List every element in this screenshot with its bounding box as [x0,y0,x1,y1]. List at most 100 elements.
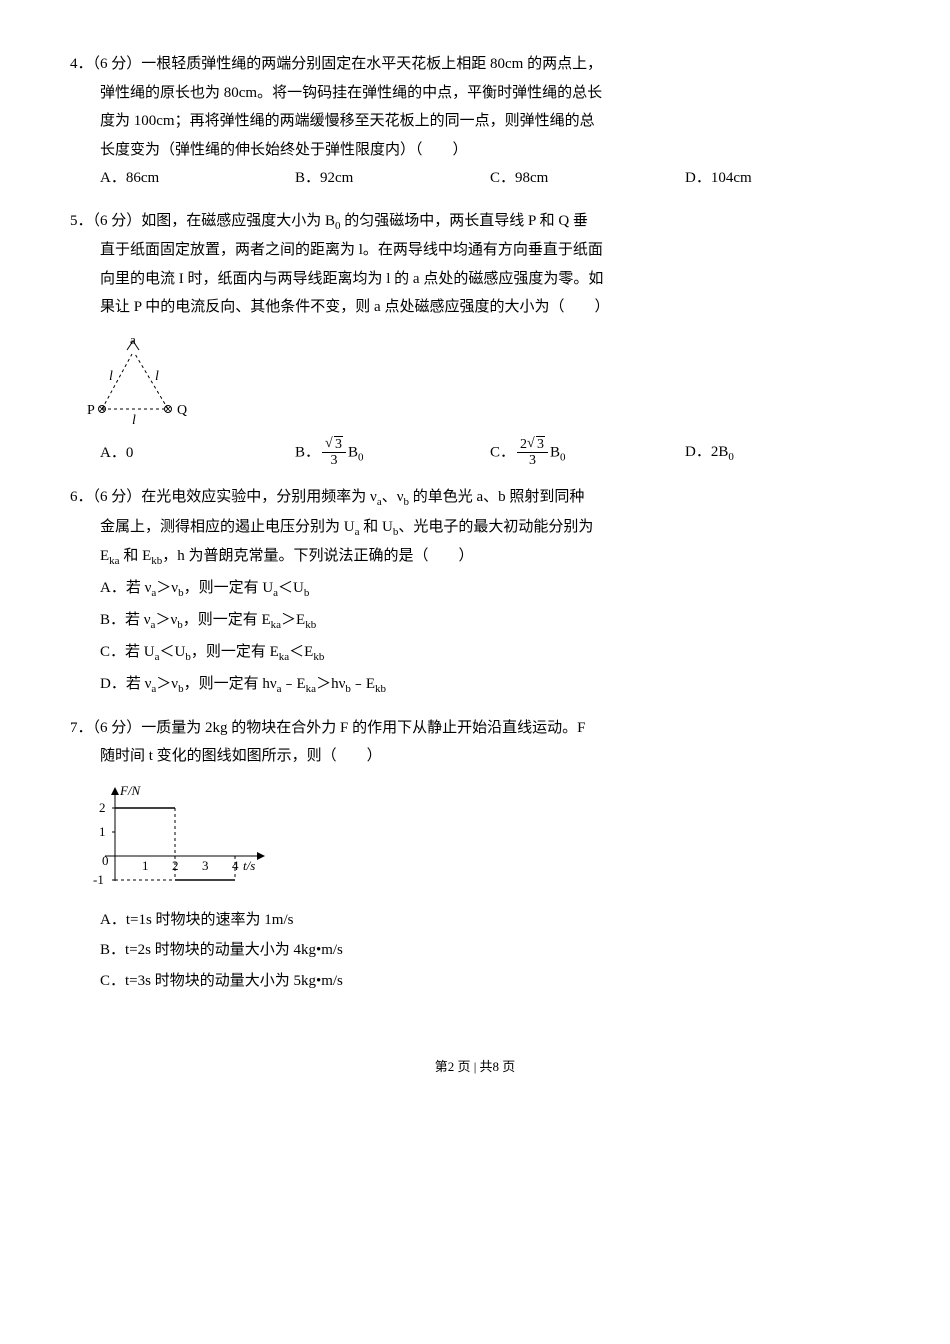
q6C-s3: ka [279,651,289,663]
q5-optB: B．33B0 [295,437,490,469]
q4-text: 4．（6 分）一根轻质弹性绳的两端分别固定在水平天花板上相距 80cm 的两点上… [70,50,880,79]
q4-line2: 弹性绳的原长也为 80cm。将一钩码挂在弹性绳的中点，平衡时弹性绳的总长 [70,79,880,108]
q6-optA: A．若 νa＞νb，则一定有 Ua＜Ub [100,574,880,604]
q6-l1b: 、ν [382,489,404,505]
q7-xlabel: t/s [243,858,255,873]
q7-line2: 随时间 t 变化的图线如图所示，则（ ） [70,742,880,771]
q5-line3: 向里的电流 I 时，纸面内与两导线距离均为 l 的 a 点处的磁感应强度为零。如 [70,265,880,294]
q6D-c: ，则一定有 hν [184,676,277,692]
q5-text: 5．（6 分）如图，在磁感应强度大小为 B0 的匀强磁场中，两长直导线 P 和 … [70,207,880,237]
question-7: 7．（6 分）一质量为 2kg 的物块在合外力 F 的作用下从静止开始沿直线运动… [70,714,880,996]
q6B-a: B．若 ν [100,612,151,628]
q4-num: 4．（6 分） [70,56,141,72]
q6-l2b: 和 U [359,519,392,535]
q5-options: A．0 B．33B0 C．233B0 D．2B0 [70,437,880,469]
q6-optC: C．若 Ua＜Ub，则一定有 Eka＜Ekb [100,638,880,668]
q6B-s3: ka [271,619,281,631]
q6A-c: ，则一定有 U [184,580,274,596]
q5-optB-frac: 33 [322,437,346,469]
q5-optB-sub: 0 [358,451,364,463]
q6A-a: A．若 ν [100,580,151,596]
q6-line3: Eka 和 Ekb，h 为普朗克常量。下列说法正确的是（ ） [70,542,880,572]
q5-optC-den: 3 [517,453,548,468]
q7-y1: 1 [99,824,106,839]
q5-line4: 果让 P 中的电流反向、其他条件不变，则 a 点处磁感应强度的大小为（ ） [70,293,880,322]
q6A-s4: b [304,587,310,599]
q7-yn1: -1 [93,872,104,887]
q5-optD: D．2B0 [685,438,880,468]
question-6: 6．（6 分）在光电效应实验中，分别用频率为 νa、νb 的单色光 a、b 照射… [70,483,880,700]
q5-line1a: 如图，在磁感应强度大小为 B [141,213,335,229]
q7-x3: 3 [202,858,209,873]
q7-graph-svg: 2 1 0 -1 1 2 3 4 F/N t/s [85,781,275,896]
q6D-f: ﹣E [351,676,375,692]
q5-optB-suf: B [348,444,358,460]
q5-optB-pre: B． [295,444,320,460]
q5-optA: A．0 [100,439,295,468]
q6D-b: ＞ν [156,676,178,692]
q5-optC-num2: 3 [536,436,545,452]
q6-l2a: 金属上，测得相应的遏止电压分别为 U [100,519,355,535]
q7-ylabel: F/N [119,783,142,798]
q6C-a: C．若 U [100,644,155,660]
q4-line4: 长度变为（弹性绳的伸长始终处于弹性限度内）（ ） [70,136,880,165]
q4-optD: D．104cm [685,164,880,193]
q6B-s4: kb [305,619,316,631]
q5-optC-pre: C． [490,444,515,460]
q5-optB-num: 3 [334,436,343,452]
q6-sub5: ka [109,555,119,567]
q6D-e: ＞hν [316,676,345,692]
q6C-b: ＜U [159,644,185,660]
q5-optC-num1: 2 [520,437,527,452]
q6-options: A．若 νa＞νb，则一定有 Ua＜Ub B．若 νa＞νb，则一定有 Eka＞… [70,574,880,700]
q4-line3: 度为 100cm；再将弹性绳的两端缓慢移至天花板上的同一点，则弹性绳的总 [70,107,880,136]
q6-sub6: kb [151,555,162,567]
q5-line1b: 的匀强磁场中，两长直导线 P 和 Q 垂 [341,213,588,229]
q6A-b: ＞ν [156,580,178,596]
q7-num: 7．（6 分） [70,720,141,736]
question-5: 5．（6 分）如图，在磁感应强度大小为 B 0 的匀强磁场中，两长直导线 P 和 … [70,207,880,469]
q4-optA: A．86cm [100,164,295,193]
q5-optC-sub: 0 [560,451,566,463]
q5-optC: C． 233B0 [490,437,685,469]
q6-line2: 金属上，测得相应的遏止电压分别为 Ua 和 Ub、光电子的最大初动能分别为 [70,513,880,543]
question-4: 4．（6 分）一根轻质弹性绳的两端分别固定在水平天花板上相距 80cm 的两点上… [70,50,880,193]
q6D-a: D．若 ν [100,676,151,692]
q5-optD-sub: 0 [728,451,734,463]
q5-figure: a l l l P Q [85,332,880,427]
q5-num: 5．（6 分） [70,213,141,229]
svg-text:l: l [132,413,136,427]
q6C-d: ＜E [289,644,313,660]
q6-l2c: 、光电子的最大初动能分别为 [398,519,593,535]
q5-optD-pre: D．2B [685,444,728,460]
q6B-d: ＞E [281,612,305,628]
q6D-d: ﹣E [282,676,306,692]
q7-optA: A．t=1s 时物块的速率为 1m/s [100,906,880,935]
q6-l3a: E [100,548,109,564]
q5-optB-den: 3 [322,453,346,468]
q6-l3c: ，h 为普朗克常量。下列说法正确的是（ ） [162,548,473,564]
q6-optD: D．若 νa＞νb，则一定有 hνa﹣Eka＞hνb﹣Ekb [100,670,880,700]
q5-optC-suf: B [550,444,560,460]
q7-optB: B．t=2s 时物块的动量大小为 4kg•m/s [100,936,880,965]
q7-text: 7．（6 分）一质量为 2kg 的物块在合外力 F 的作用下从静止开始沿直线运动… [70,714,880,743]
q6D-s4: ka [306,683,316,695]
q6C-c: ，则一定有 E [191,644,279,660]
q6-l1c: 的单色光 a、b 照射到同种 [409,489,584,505]
q6D-s6: kb [375,683,386,695]
q5-diagram-svg: a l l l P Q [85,332,205,427]
q6-l1a: 在光电效应实验中，分别用频率为 ν [141,489,377,505]
q6A-d: ＜U [278,580,304,596]
q4-line1: 一根轻质弹性绳的两端分别固定在水平天花板上相距 80cm 的两点上， [141,56,602,72]
q5-line2: 直于纸面固定放置，两者之间的距离为 l。在两导线中均通有方向垂直于纸面 [70,236,880,265]
page-footer: 第2 页 | 共8 页 [70,1055,880,1080]
q7-options: A．t=1s 时物块的速率为 1m/s B．t=2s 时物块的动量大小为 4kg… [70,906,880,996]
q6B-c: ，则一定有 E [183,612,271,628]
q7-x1: 1 [142,858,149,873]
q7-line1: 一质量为 2kg 的物块在合外力 F 的作用下从静止开始沿直线运动。F [141,720,585,736]
q6C-s4: kb [313,651,324,663]
q6-optB: B．若 νa＞νb，则一定有 Eka＞Ekb [100,606,880,636]
q7-figure: 2 1 0 -1 1 2 3 4 F/N t/s [85,781,880,896]
q6B-b: ＞ν [155,612,177,628]
svg-text:Q: Q [177,403,187,418]
